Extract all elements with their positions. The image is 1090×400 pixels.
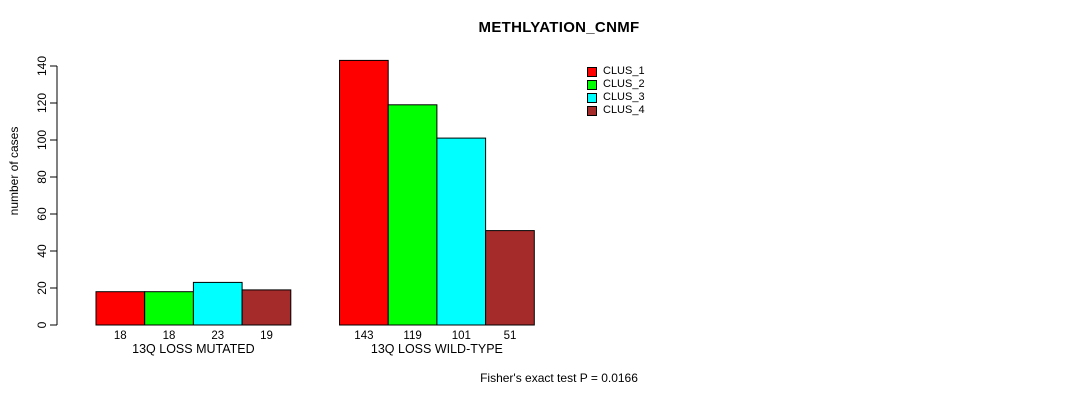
bar-value-label: 18 xyxy=(114,330,127,342)
y-tick-label: 60 xyxy=(35,207,49,221)
y-tick-label: 0 xyxy=(35,321,49,328)
legend: CLUS_1 CLUS_2 CLUS_3 CLUS_4 xyxy=(587,65,645,117)
bar-clus_4-group2 xyxy=(485,230,535,326)
legend-item-label: CLUS_1 xyxy=(603,65,645,77)
bar-clus_4-group1 xyxy=(241,289,292,326)
group-label: 13Q LOSS MUTATED xyxy=(132,342,254,356)
bar-value-label: 51 xyxy=(504,330,517,342)
group-label: 13Q LOSS WILD-TYPE xyxy=(371,342,503,356)
bar-value-label: 101 xyxy=(452,330,471,342)
y-tick-label: 80 xyxy=(35,170,49,184)
legend-item-clus_1: CLUS_1 xyxy=(587,65,645,78)
y-tick-label: 40 xyxy=(35,244,49,258)
legend-item-clus_3: CLUS_3 xyxy=(587,91,645,104)
legend-item-clus_2: CLUS_2 xyxy=(587,78,645,91)
bar-clus_2-group2 xyxy=(387,104,438,326)
legend-item-clus_4: CLUS_4 xyxy=(587,104,645,117)
bar-clus_3-group2 xyxy=(436,137,487,326)
bar-value-label: 119 xyxy=(403,330,421,342)
legend-item-label: CLUS_3 xyxy=(603,91,645,103)
fisher-test-annotation: Fisher's exact test P = 0.0166 xyxy=(480,371,638,385)
legend-item-label: CLUS_2 xyxy=(603,78,645,90)
legend-color-swatch xyxy=(587,66,597,77)
bar-clus_3-group1 xyxy=(192,281,243,326)
y-tick-label: 140 xyxy=(35,56,49,76)
legend-item-label: CLUS_4 xyxy=(603,104,645,116)
bar-value-label: 19 xyxy=(260,330,273,342)
bar-value-label: 23 xyxy=(211,330,224,342)
y-tick-label: 100 xyxy=(35,130,49,150)
bar-value-label: 143 xyxy=(354,330,373,342)
y-tick-label: 20 xyxy=(35,281,49,295)
bar-clus_1-group2 xyxy=(339,59,389,326)
legend-color-swatch xyxy=(587,79,597,90)
y-tick-label: 120 xyxy=(35,93,49,113)
bar-value-label: 18 xyxy=(163,330,176,342)
legend-color-swatch xyxy=(587,92,597,103)
legend-color-swatch xyxy=(587,105,597,116)
bar-clus_1-group1 xyxy=(95,291,146,326)
bar-clus_2-group1 xyxy=(144,291,194,326)
chart-title: METHLYATION_CNMF xyxy=(478,19,640,36)
